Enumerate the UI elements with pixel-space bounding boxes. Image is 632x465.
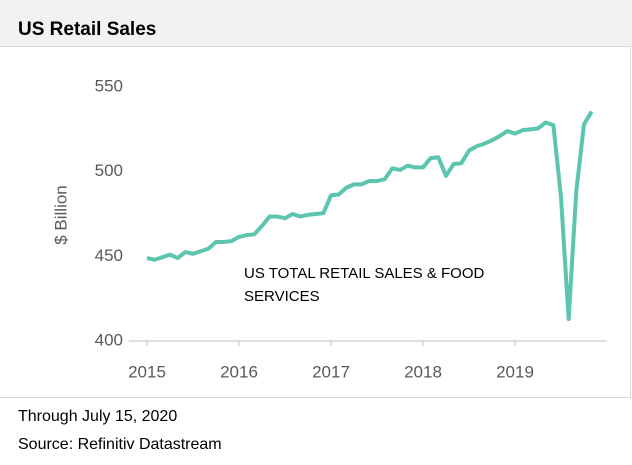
x-tick-label: 2019 xyxy=(496,362,534,381)
footnote: Through July 15, 2020 xyxy=(18,408,178,425)
x-tick-label: 2018 xyxy=(404,362,442,381)
annotation: US TOTAL RETAIL SALES & FOOD SERVICES xyxy=(244,265,485,305)
y-tick-label: 500 xyxy=(95,161,123,180)
y-axis-label: $ Billion xyxy=(51,185,70,245)
x-tick-label: 2015 xyxy=(128,362,166,381)
y-tick-label: 400 xyxy=(95,330,123,349)
header: US Retail Sales xyxy=(0,0,632,46)
x-tick-label: 2016 xyxy=(220,362,258,381)
data-line xyxy=(146,110,594,321)
footnote: Source: Refinitiv Datastream xyxy=(18,436,222,453)
chart-title: US Retail Sales xyxy=(18,19,157,40)
chart-panel xyxy=(0,46,631,398)
x-tick-label: 2017 xyxy=(312,362,350,381)
y-tick-label: 550 xyxy=(95,76,123,95)
y-tick-label: 450 xyxy=(95,246,123,265)
